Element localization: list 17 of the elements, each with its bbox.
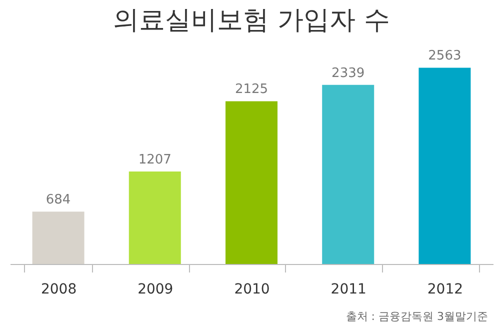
- source-note: 출처 : 금융감독원 3월말기준: [346, 310, 488, 323]
- bar: [32, 212, 84, 264]
- x-tick-label: 2009: [138, 282, 174, 298]
- data-label: 684: [46, 192, 71, 208]
- bar: [226, 101, 278, 264]
- bar: [418, 68, 471, 264]
- bar: [322, 84, 374, 264]
- chart-title: 의료실비보험 가입자 수: [113, 6, 390, 36]
- x-tick-label: 2010: [234, 282, 270, 298]
- bar: [128, 172, 181, 264]
- x-tick-label: 2008: [40, 282, 77, 298]
- data-label: 2125: [234, 82, 268, 98]
- data-label: 2339: [332, 66, 365, 81]
- data-label: 1207: [138, 152, 172, 168]
- x-tick-label: 2012: [427, 282, 464, 298]
- data-label: 2563: [428, 48, 462, 64]
- x-tick-label: 2011: [330, 282, 366, 298]
